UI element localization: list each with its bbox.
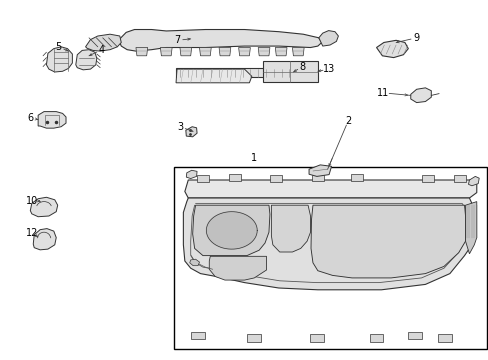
Polygon shape: [310, 205, 465, 278]
Polygon shape: [376, 40, 407, 58]
Bar: [309, 334, 323, 342]
Polygon shape: [136, 48, 147, 56]
Text: 10: 10: [25, 196, 38, 206]
Polygon shape: [176, 69, 251, 83]
Text: 7: 7: [174, 35, 180, 45]
Polygon shape: [308, 165, 331, 176]
Polygon shape: [468, 176, 478, 186]
Text: 6: 6: [27, 113, 33, 123]
Text: 11: 11: [376, 88, 389, 98]
Polygon shape: [258, 48, 269, 56]
Polygon shape: [180, 48, 191, 56]
Polygon shape: [46, 47, 72, 72]
Bar: [247, 334, 261, 342]
Text: 1: 1: [251, 153, 257, 163]
Text: 12: 12: [25, 228, 38, 238]
Bar: [369, 334, 383, 342]
Polygon shape: [184, 180, 476, 198]
Polygon shape: [183, 198, 473, 290]
Bar: [437, 334, 451, 342]
Polygon shape: [30, 197, 58, 217]
Bar: [407, 332, 421, 339]
Polygon shape: [318, 31, 338, 46]
Polygon shape: [189, 259, 199, 266]
Polygon shape: [271, 205, 310, 252]
Polygon shape: [209, 256, 266, 280]
Polygon shape: [38, 112, 66, 128]
Text: 2: 2: [345, 116, 350, 126]
Bar: [173, 167, 486, 349]
Polygon shape: [465, 202, 476, 254]
Bar: [311, 174, 324, 181]
Text: 4: 4: [99, 45, 104, 55]
Polygon shape: [120, 30, 321, 51]
Text: 8: 8: [299, 62, 305, 72]
Polygon shape: [263, 61, 317, 82]
Bar: [350, 174, 362, 181]
Polygon shape: [160, 48, 172, 56]
Text: 13: 13: [322, 64, 334, 74]
Polygon shape: [238, 48, 250, 56]
Polygon shape: [219, 48, 230, 56]
Polygon shape: [292, 48, 304, 56]
Bar: [453, 175, 465, 182]
Polygon shape: [275, 48, 286, 56]
Text: 5: 5: [56, 42, 61, 52]
Polygon shape: [33, 229, 56, 250]
Polygon shape: [206, 212, 257, 249]
Polygon shape: [185, 127, 197, 137]
Text: 3: 3: [177, 122, 183, 132]
Bar: [196, 175, 209, 182]
Text: 9: 9: [413, 33, 419, 43]
Bar: [191, 332, 204, 339]
Bar: [421, 175, 433, 182]
Polygon shape: [199, 48, 211, 56]
Polygon shape: [192, 205, 269, 256]
Polygon shape: [176, 68, 293, 77]
Polygon shape: [186, 170, 197, 179]
Polygon shape: [76, 50, 97, 70]
Bar: [269, 175, 282, 182]
Bar: [228, 174, 240, 181]
Polygon shape: [85, 34, 121, 51]
Polygon shape: [410, 88, 430, 103]
